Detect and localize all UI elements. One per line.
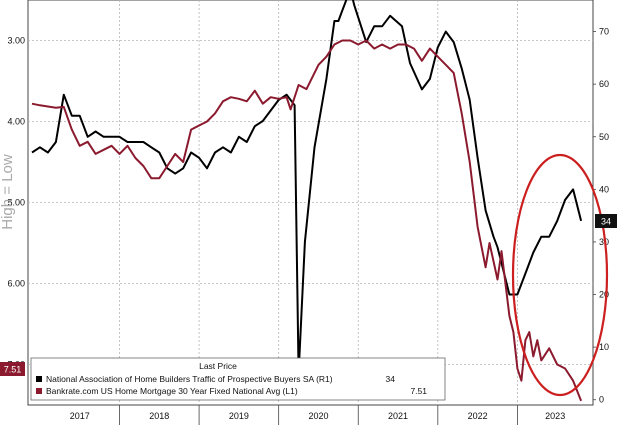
x-tick-label: 2019 [229, 411, 249, 421]
series-line-mortgage-rate [31, 39, 583, 402]
right-tick-label: 10 [599, 342, 609, 352]
x-tick-label: 2023 [545, 411, 565, 421]
side-label: High = Low [0, 154, 16, 230]
left-tick-label: 4.00 [7, 117, 25, 127]
right-tick-label: 40 [599, 184, 609, 194]
right-axis-ticks: 0 10 20 30 40 50 60 70 [593, 27, 609, 405]
left-tick-label: 6.00 [7, 279, 25, 289]
legend-box [30, 357, 446, 401]
legend-swatch-mortgage [36, 388, 42, 394]
x-tick-label: 2017 [70, 411, 90, 421]
grid-layer [28, 0, 593, 405]
last-value-black: 34 [601, 217, 611, 227]
legend-value-nahb: 34 [386, 374, 396, 384]
right-tick-label: 50 [599, 132, 609, 142]
last-value-badge-red [0, 362, 25, 376]
legend: Last Price National Association of Home … [30, 357, 446, 401]
right-tick-label: 20 [599, 290, 609, 300]
left-tick-label: 3.00 [7, 36, 25, 46]
legend-header: Last Price [199, 361, 237, 371]
last-value-badge-black [595, 214, 617, 228]
right-tick-label: 70 [599, 27, 609, 37]
right-tick-label: 0 [599, 395, 604, 405]
legend-label-mortgage: Bankrate.com US Home Mortgage 30 Year Fi… [46, 386, 298, 396]
legend-value-mortgage: 7.51 [410, 386, 427, 396]
last-value-red: 7.51 [4, 365, 22, 375]
right-tick-label: 60 [599, 79, 609, 89]
legend-label-nahb: National Association of Home Builders Tr… [46, 374, 333, 384]
x-tick-label: 2022 [468, 411, 488, 421]
series-line-nahb-traffic [31, 0, 583, 375]
highlight-ellipse [511, 153, 609, 397]
x-axis-ticks: 2017 2018 2019 2020 2021 2022 2023 [70, 405, 565, 425]
right-tick-label: 30 [599, 237, 609, 247]
series-layer [31, 0, 583, 402]
x-tick-label: 2018 [149, 411, 169, 421]
left-tick-label: 5.00 [7, 198, 25, 208]
x-tick-label: 2020 [308, 411, 328, 421]
x-tick-label: 2021 [388, 411, 408, 421]
legend-swatch-nahb [36, 376, 42, 382]
